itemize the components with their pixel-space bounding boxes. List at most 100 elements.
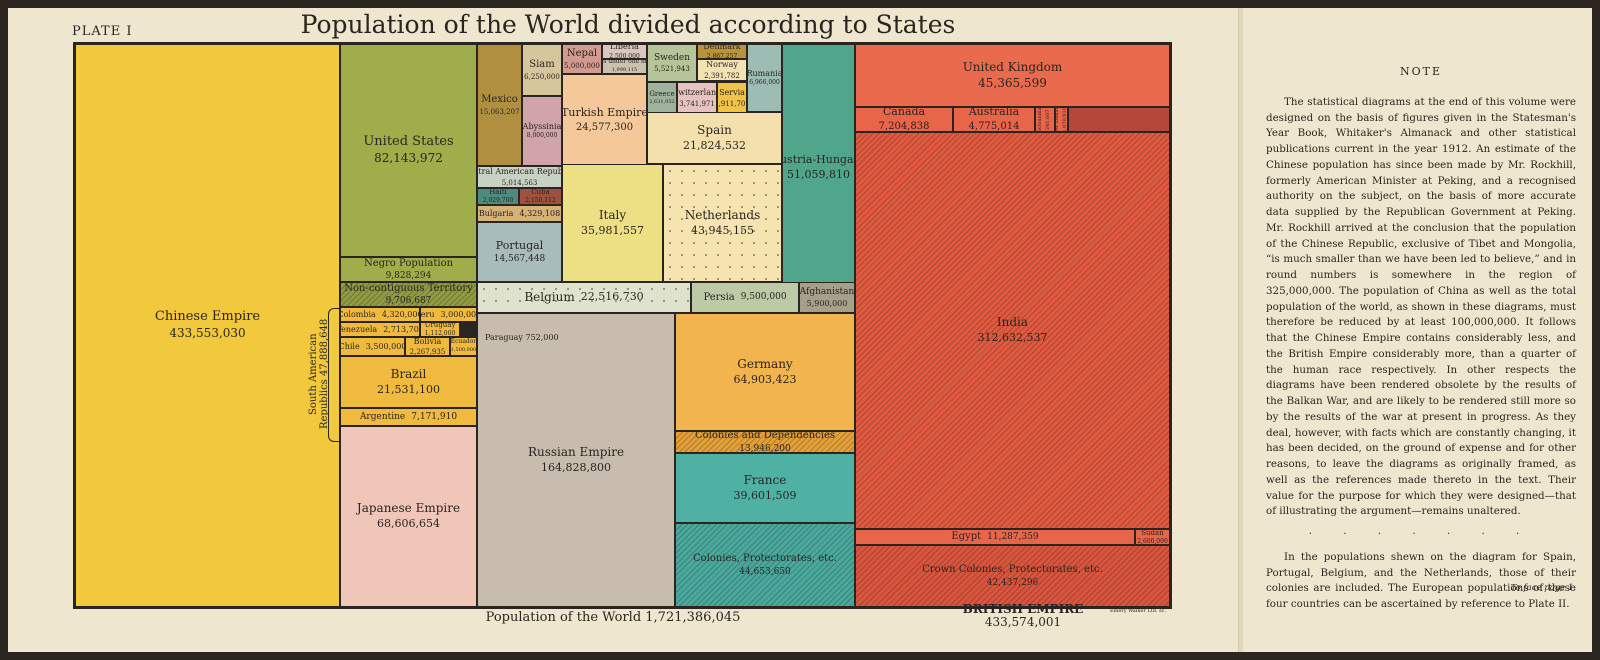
cell-value: 15,063,207 — [479, 107, 520, 116]
cell-netherlands: Netherlands 43,945,155 — [663, 164, 782, 282]
minor-colonies-strip — [1068, 107, 1170, 132]
world-total-label: Population of the World 1,721,386,045 — [485, 610, 741, 625]
cell-value: 2,267,935 — [409, 348, 446, 356]
cell-value: 1,999,115 — [611, 67, 638, 74]
cell-united-kingdom: United Kingdom 45,365,599 — [855, 44, 1170, 107]
cell-cuba: Cuba 2,150,112 — [519, 188, 562, 205]
cell-mexico: Mexico 15,063,207 — [477, 44, 522, 166]
cell-denmark: Denmark 2,867,257 — [697, 44, 747, 59]
cell-label: Sudan — [1141, 529, 1164, 537]
cell-label: Turkish Empire — [562, 105, 647, 119]
cell-value: 4,329,108 — [519, 208, 561, 218]
cell-label: Italy — [598, 207, 627, 222]
cell-label: Colombia — [340, 309, 376, 319]
note-heading: NOTE — [1399, 65, 1442, 78]
cell-label: Nepal — [566, 48, 598, 60]
cell-label: Switzerland — [678, 88, 717, 98]
cell-negro-population: Negro Population 9,828,294 — [340, 257, 477, 282]
cell-newfoundland: Newfoundland 241,607 — [1035, 107, 1055, 132]
population-treemap: Chinese Empire 433,553,030 United States 82… — [73, 42, 1172, 609]
cell-value: 39,601,509 — [733, 488, 797, 502]
cell-label: Siam — [529, 59, 555, 71]
cell-value: 3,000,000 — [440, 309, 477, 319]
cell-crown-colonies-protectorates-etc: Crown Colonies, Protectorates, etc. 42,43… — [855, 545, 1170, 607]
cell-haiti: Haiti 2,029,700 — [477, 188, 519, 205]
paraguay-label: Paraguay 752,000 — [485, 333, 559, 342]
fold-line — [1238, 8, 1243, 652]
cell-value: 21,531,100 — [377, 382, 440, 396]
cell-value: 68,606,654 — [377, 517, 440, 531]
note-paragraph-1: The statistical diagrams at the end of t… — [1266, 95, 1576, 518]
cell-value: 7,204,838 — [878, 121, 930, 132]
cell-colonies-protectorates-etc: Colonies, Protectorates, etc. 44,653,650 — [675, 523, 855, 607]
note-separator: . . . . . . . — [1308, 525, 1534, 538]
cell-value: 4,320,000 — [381, 309, 420, 319]
cell-value: 43,945,155 — [691, 223, 754, 237]
cell-siam: Siam 6,250,000 — [522, 44, 562, 96]
cell-value: 433,553,030 — [169, 326, 246, 341]
cell-chile: Chile 3,500,000 — [340, 337, 405, 356]
cell-uruguay: Uruguay 1,112,000 — [420, 322, 460, 337]
cell-label: Ecuador — [450, 338, 477, 346]
cell-label: Colonies, Protectorates, etc. — [693, 553, 837, 565]
cell-label: Afghanistan — [799, 286, 855, 297]
cell-value: 2,631,952 — [649, 99, 675, 106]
cell-label: Crown Colonies, Protectorates, etc. — [922, 564, 1103, 576]
cell-germany: Germany 64,903,423 — [675, 313, 855, 431]
cell-label: India — [996, 315, 1029, 330]
cell-label: Non-contiguous Territory — [344, 282, 473, 294]
cell-label: Netherlands — [684, 207, 761, 222]
cell-persia: Persia 9,500,000 — [691, 282, 799, 313]
cell-afghanistan: Afghanistan 5,900,000 — [799, 282, 855, 313]
cell-value: 14,567,448 — [493, 254, 546, 265]
cell-label: Denmark — [703, 44, 741, 52]
cell-label: Peru — [420, 309, 435, 319]
cell-norway: Norway 2,391,782 — [697, 59, 747, 81]
cell-value: 9,828,294 — [385, 271, 432, 282]
cell-states-under-one-million: States under one million1,999,115 — [602, 59, 647, 74]
cell-label: Colonies and Dependencies — [694, 431, 836, 442]
cell-value: 1,112,000 — [424, 330, 456, 337]
cell-label: Sweden — [653, 52, 691, 63]
printer-credit: Emery Walker Ltd. sc. — [1109, 608, 1167, 614]
cell-non-contiguous-territory: Non-contiguous Territory 9,706,687 — [340, 282, 477, 307]
cell-label: France — [743, 472, 787, 487]
cell-label: Belgium — [524, 289, 575, 304]
cell-greece: Greece 2,631,952 — [647, 82, 677, 114]
cell-value: 241,607 — [1045, 109, 1051, 130]
cell-label: Mexico — [481, 94, 518, 106]
cell-value: 51,059,810 — [787, 168, 850, 181]
cell-value: 5,014,563 — [501, 178, 538, 187]
cell-value: 5,900,000 — [806, 299, 848, 309]
cell-label: Servia — [719, 88, 745, 98]
cell-servia: Servia2,911,701 — [717, 82, 747, 114]
cell-peru: Peru 3,000,000 — [420, 307, 477, 322]
cell-value: 2,500,000 — [609, 52, 640, 59]
cell-value: 82,143,972 — [374, 151, 443, 166]
cell-label: United States — [363, 134, 454, 150]
cell-label: Persia — [703, 291, 735, 303]
cell-label: Germany — [737, 356, 793, 371]
note-face-page: To face page 1. — [1510, 583, 1576, 593]
south-america-brace — [328, 308, 339, 442]
cell-value: 13,946,200 — [739, 443, 791, 453]
cell-label: Portugal — [495, 238, 544, 252]
british-empire-value: 433,574,001 — [984, 615, 1062, 629]
cell-label: Norway — [706, 60, 738, 70]
cell-value: 21,824,532 — [683, 138, 746, 152]
cell-colombia: Colombia 4,320,000 — [340, 307, 420, 322]
cell-abyssinia: Abyssinia 8,000,000 — [522, 96, 562, 166]
cell-bulgaria: Bulgaria 4,329,108 — [477, 205, 562, 222]
cell-label: Central American Republics — [478, 167, 561, 177]
cell-brazil: Brazil 21,531,100 — [340, 356, 477, 408]
cell-value: 7,171,910 — [411, 411, 458, 422]
cell-label: States under one million — [603, 59, 647, 66]
cell-belgium: Belgium 22,516,730 — [477, 282, 691, 313]
cell-value: 2,391,782 — [704, 71, 740, 80]
cell-value: 64,903,423 — [733, 372, 797, 386]
cell-chinese-empire: Chinese Empire 433,553,030 — [75, 44, 340, 607]
cell-value: 1,500,000 — [450, 347, 477, 354]
cell-venezuela: Venezuela 2,713,703 — [340, 322, 420, 337]
cell-value: 164,828,800 — [541, 460, 611, 474]
cell-value: 2,911,701 — [718, 99, 746, 108]
